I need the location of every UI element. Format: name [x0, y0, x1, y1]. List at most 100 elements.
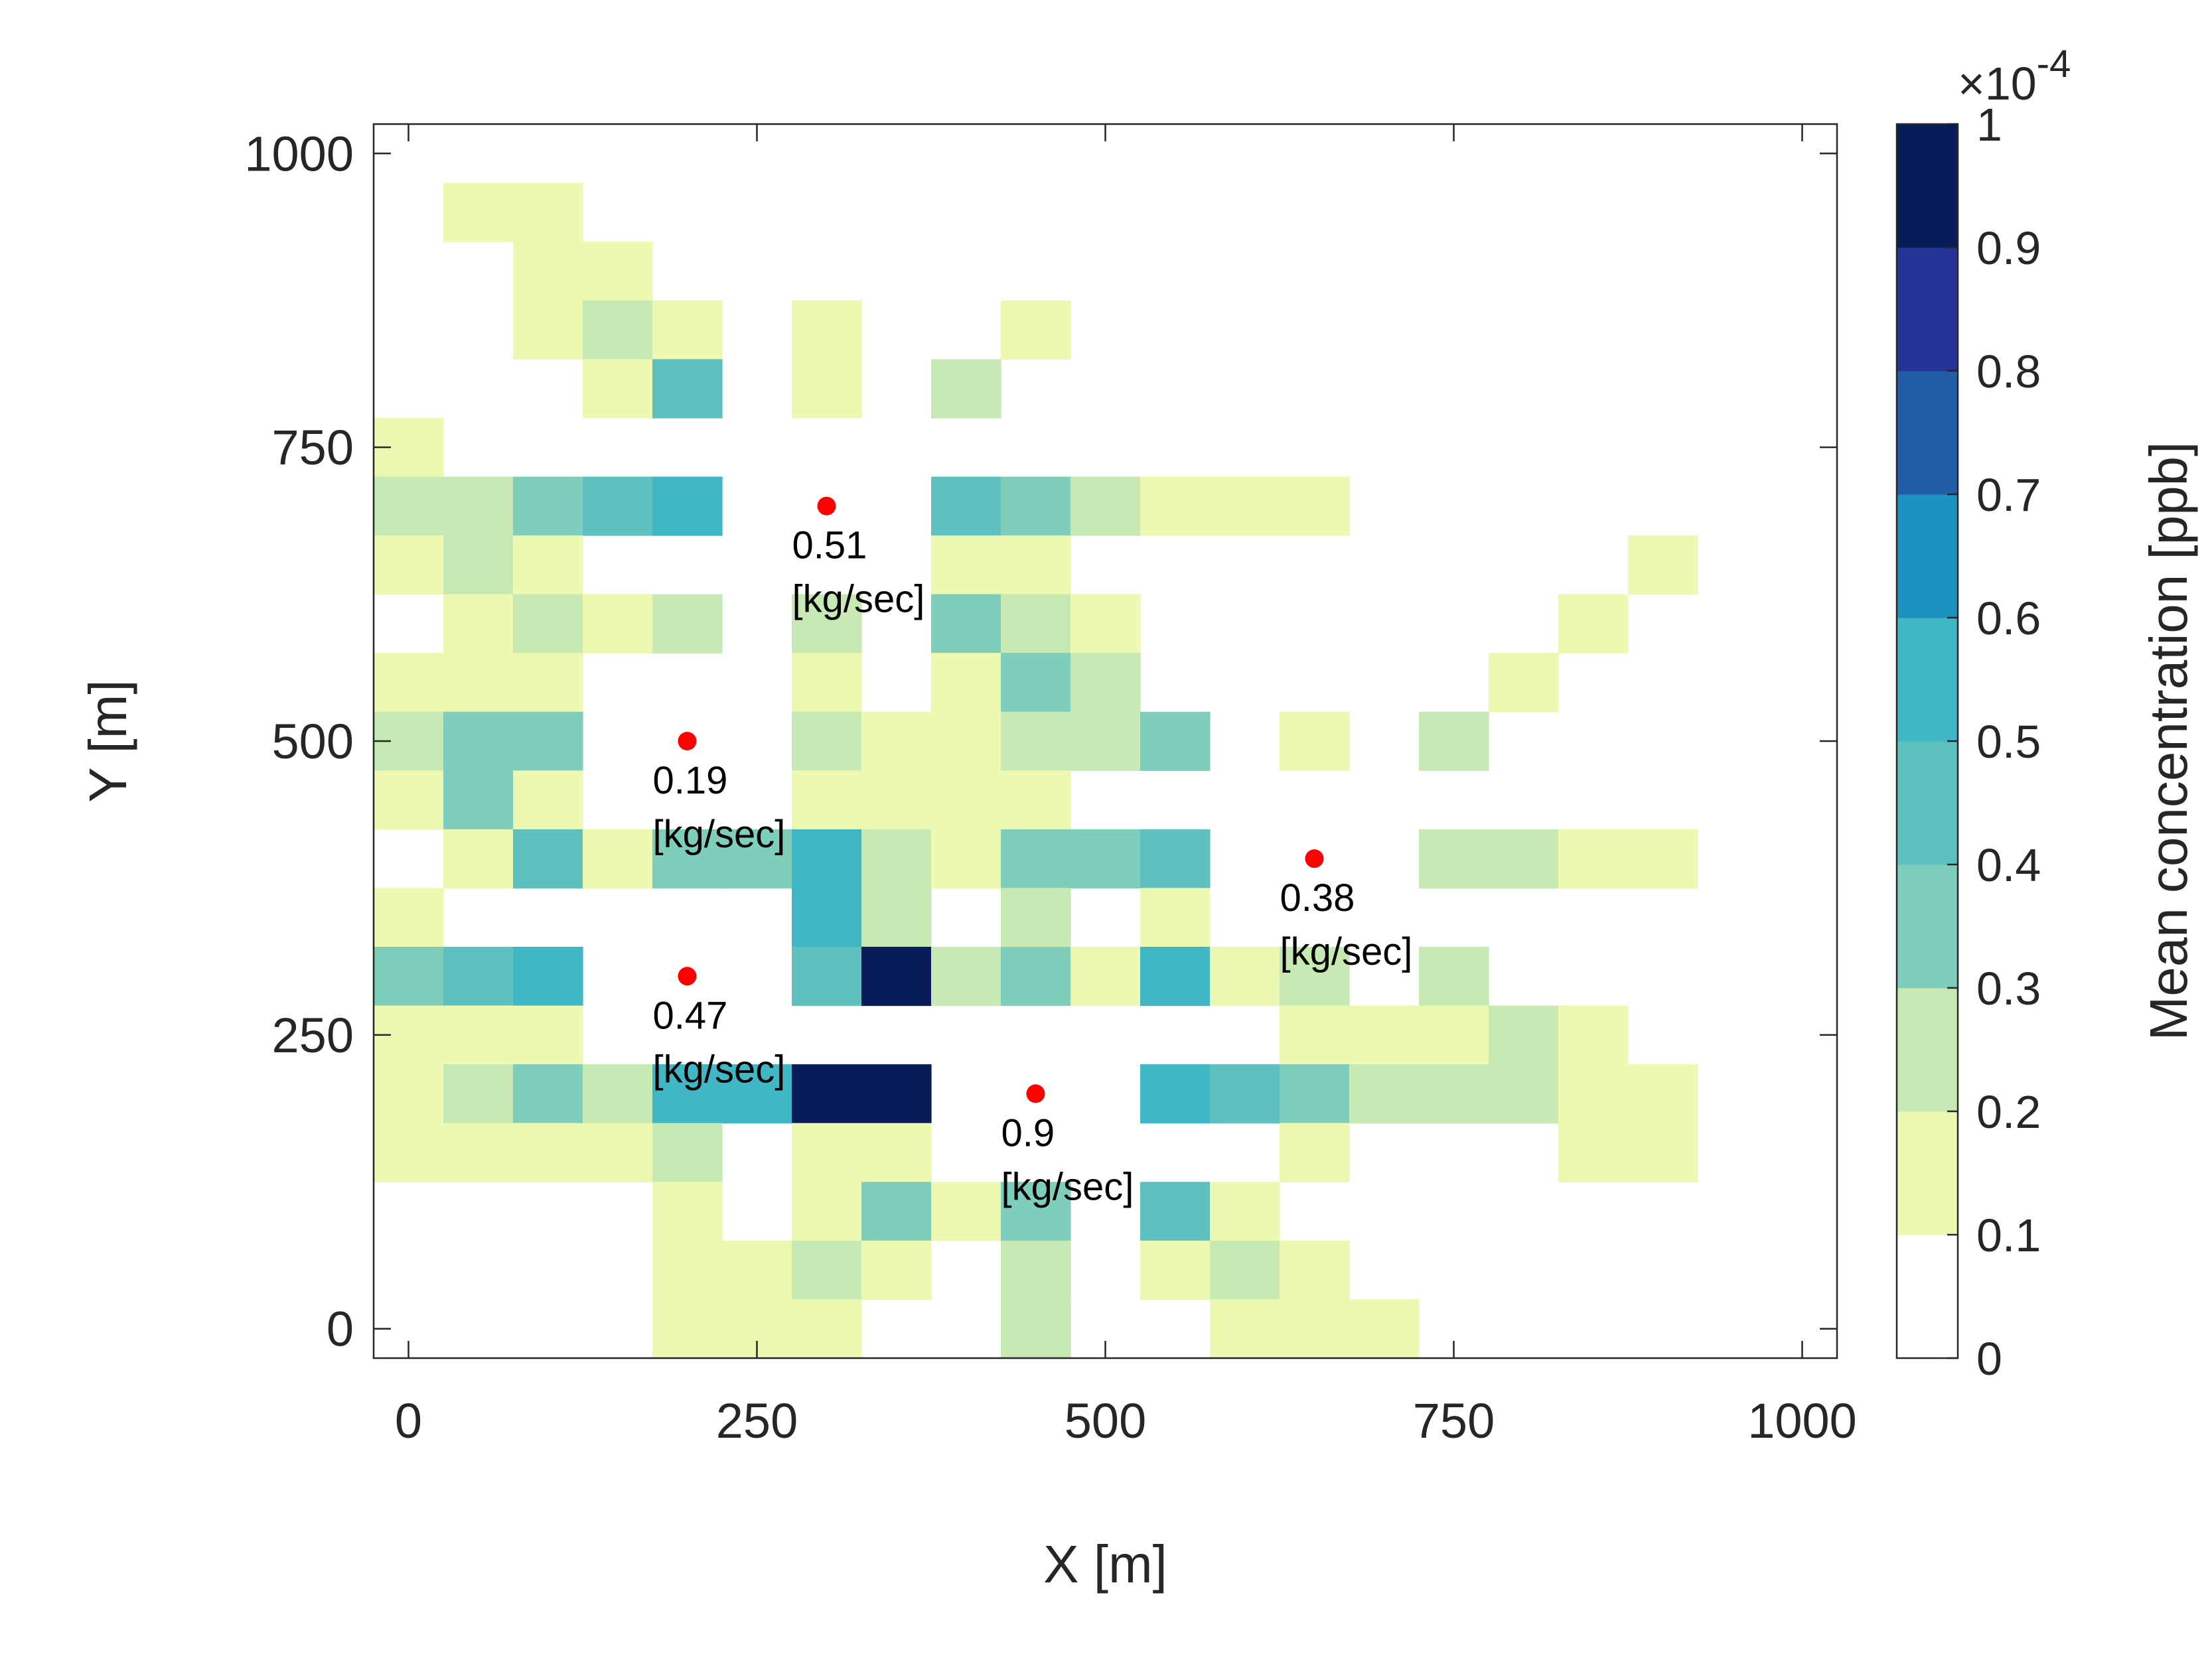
- heatmap-cell: [443, 182, 514, 242]
- heatmap-cell: [722, 829, 792, 889]
- heatmap-cell: [1001, 1240, 1071, 1300]
- heatmap-cell: [1419, 1005, 1489, 1065]
- source-unit-label: [kg/sec]: [653, 813, 786, 856]
- heatmap-cell: [652, 1182, 723, 1241]
- colorbar-segment: [1897, 371, 1958, 495]
- heatmap-cell: [931, 594, 1001, 654]
- heatmap-cell: [1280, 1240, 1350, 1300]
- heatmap-cell: [861, 888, 932, 947]
- heatmap-cell: [1489, 1005, 1559, 1065]
- source-unit-label: [kg/sec]: [1280, 930, 1413, 973]
- heatmap-cell: [931, 770, 1001, 830]
- heatmap-cell: [1280, 711, 1350, 771]
- heatmap-cell: [652, 300, 723, 360]
- heatmap-cell: [513, 535, 583, 595]
- heatmap-cell: [513, 1064, 583, 1124]
- heatmap-cell: [1210, 1064, 1280, 1124]
- heatmap-cell: [374, 770, 444, 830]
- heatmap-cell: [1280, 1005, 1350, 1065]
- heatmap-cell: [1349, 1299, 1420, 1359]
- heatmap-cell: [792, 653, 862, 713]
- heatmap-cell: [1070, 829, 1141, 889]
- heatmap-cell: [931, 476, 1001, 536]
- heatmap-cell: [1001, 594, 1071, 654]
- heatmap-cell: [1280, 476, 1350, 536]
- heatmap-cell: [652, 594, 723, 654]
- colorbar-multiplier: ×10-4: [1958, 42, 2071, 109]
- heatmap-cell: [443, 476, 514, 536]
- source-markers: 0.51 [kg/sec] 0.19 [kg/sec] 0.38 [kg/sec] 0.47…: [653, 496, 1413, 1208]
- source-marker: [1026, 1084, 1045, 1103]
- heatmap-cell: [861, 1123, 932, 1182]
- heatmap-cell: [652, 359, 723, 419]
- heatmap-cell: [1558, 1064, 1629, 1124]
- heatmap-cell: [792, 300, 862, 360]
- y-tick-label: 500: [272, 714, 354, 769]
- heatmap-cell: [374, 888, 444, 947]
- heatmap-cell: [792, 711, 862, 771]
- heatmap-cell: [792, 947, 862, 1006]
- source-unit-label: [kg/sec]: [792, 578, 925, 621]
- heatmap-cell: [1140, 888, 1211, 947]
- heatmap-cell: [513, 829, 583, 889]
- source-rate-label: 0.51: [792, 524, 867, 567]
- colorbar-tick-label: 0.3: [1976, 963, 2041, 1014]
- heatmap-cell: [792, 888, 862, 947]
- heatmap-cell: [374, 476, 444, 536]
- heatmap-cell: [1140, 947, 1211, 1006]
- heatmap-cell: [1070, 594, 1141, 654]
- heatmap-cell: [792, 829, 862, 889]
- colorbar-tick-label: 0: [1976, 1333, 2002, 1385]
- heatmap-cell: [652, 1240, 723, 1300]
- heatmap-cell: [1349, 1064, 1420, 1124]
- heatmap-cell: [861, 829, 932, 889]
- colorbar-multiplier-base: ×10: [1958, 58, 2037, 109]
- heatmap-cell: [513, 1123, 583, 1182]
- heatmap-cell: [1558, 1123, 1629, 1182]
- colorbar-tick-label: 0.9: [1976, 222, 2041, 274]
- heatmap-cell: [861, 1182, 932, 1241]
- heatmap-cell: [1070, 653, 1141, 713]
- heatmap-cell: [443, 829, 514, 889]
- heatmap-cell: [583, 829, 653, 889]
- heatmap-cell: [1070, 711, 1141, 771]
- source-unit-label: [kg/sec]: [1001, 1165, 1134, 1208]
- x-tick-label: 500: [1065, 1393, 1146, 1448]
- heatmap-cell: [513, 1005, 583, 1065]
- heatmap-cell: [1419, 829, 1489, 889]
- heatmap-cell: [652, 1299, 723, 1359]
- colorbar-tick-label: 0.2: [1976, 1086, 2041, 1138]
- heatmap-cell: [861, 711, 932, 771]
- heatmap-cell: [583, 359, 653, 419]
- colorbar-tick-label: 0.8: [1976, 346, 2041, 397]
- y-tick-label: 750: [272, 420, 354, 475]
- heatmap-cell: [861, 1240, 932, 1300]
- heatmap-cell: [513, 594, 583, 654]
- colorbar-segment: [1897, 988, 1958, 1112]
- heatmap-cell: [1558, 594, 1629, 654]
- heatmap-cell: [443, 1005, 514, 1065]
- heatmap-cell: [374, 1123, 444, 1182]
- heatmap-cell: [1628, 1123, 1698, 1182]
- heatmap-cell: [1001, 1182, 1071, 1241]
- heatmap-cell: [931, 829, 1001, 889]
- colorbar-tick-label: 0.6: [1976, 592, 2041, 644]
- heatmap-cell: [1140, 711, 1211, 771]
- heatmap-cell: [861, 1064, 932, 1124]
- x-tick-label: 250: [716, 1393, 798, 1448]
- y-tick-label: 1000: [244, 126, 354, 181]
- heatmap-cell: [652, 829, 723, 889]
- heatmap-cell: [1489, 1064, 1559, 1124]
- heatmap-cell: [513, 947, 583, 1006]
- heatmap-cell: [1001, 535, 1071, 595]
- colorbar-segment: [1897, 1235, 1958, 1359]
- heatmap-cell: [931, 947, 1001, 1006]
- heatmap-cell: [792, 1123, 862, 1182]
- heatmap-cell: [861, 947, 932, 1006]
- heatmap-cell: [1001, 888, 1071, 947]
- source-rate-label: 0.38: [1280, 876, 1355, 920]
- heatmap-cell: [1001, 653, 1071, 713]
- heatmap-cell: [792, 1064, 862, 1124]
